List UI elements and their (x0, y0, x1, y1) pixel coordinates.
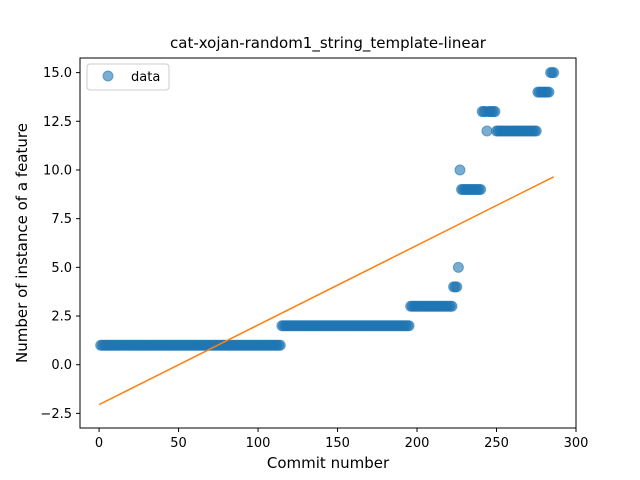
y-tick-label: 7.5 (51, 212, 72, 227)
x-tick-label: 100 (246, 436, 271, 451)
plot-frame (79, 57, 577, 429)
x-tick-label: 300 (564, 436, 589, 451)
data-point (548, 67, 560, 79)
data-point (446, 300, 458, 312)
y-tick-label: 5.0 (51, 261, 72, 276)
legend: data (86, 63, 170, 91)
x-tick-label: 0 (95, 436, 103, 451)
legend-box (86, 63, 170, 91)
y-axis-label: Number of instance of a feature (13, 123, 31, 363)
legend-marker (102, 70, 114, 82)
plot-area (95, 67, 560, 406)
data-point (530, 125, 542, 137)
y-tick-label: 15.0 (43, 66, 72, 81)
legend-label-data: data (131, 70, 160, 85)
y-tick-label: −2.5 (40, 407, 72, 422)
x-axis-label: Commit number (267, 454, 390, 472)
x-axis: 0 50 100 150 200 250 300 (95, 428, 588, 451)
data-point (274, 339, 286, 351)
x-tick-label: 50 (170, 436, 187, 451)
data-point (451, 281, 463, 293)
y-tick-label: 2.5 (51, 310, 72, 325)
chart-title: cat-xojan-random1_string_template-linear (170, 34, 487, 53)
data-point (403, 320, 415, 332)
y-tick-label: 10.0 (43, 163, 72, 178)
data-point (543, 86, 555, 98)
x-tick-label: 200 (405, 436, 430, 451)
y-tick-label: 12.5 (43, 115, 72, 130)
y-tick-label: 0.0 (51, 358, 72, 373)
x-tick-label: 250 (484, 436, 509, 451)
data-point (475, 183, 487, 195)
data-point (489, 106, 501, 118)
data-point (454, 164, 466, 176)
y-axis: −2.5 0.0 2.5 5.0 7.5 10.0 12.5 15.0 (40, 66, 80, 422)
data-point (452, 261, 464, 273)
x-tick-label: 150 (325, 436, 350, 451)
fit-line (98, 176, 555, 406)
data-point (481, 125, 493, 137)
